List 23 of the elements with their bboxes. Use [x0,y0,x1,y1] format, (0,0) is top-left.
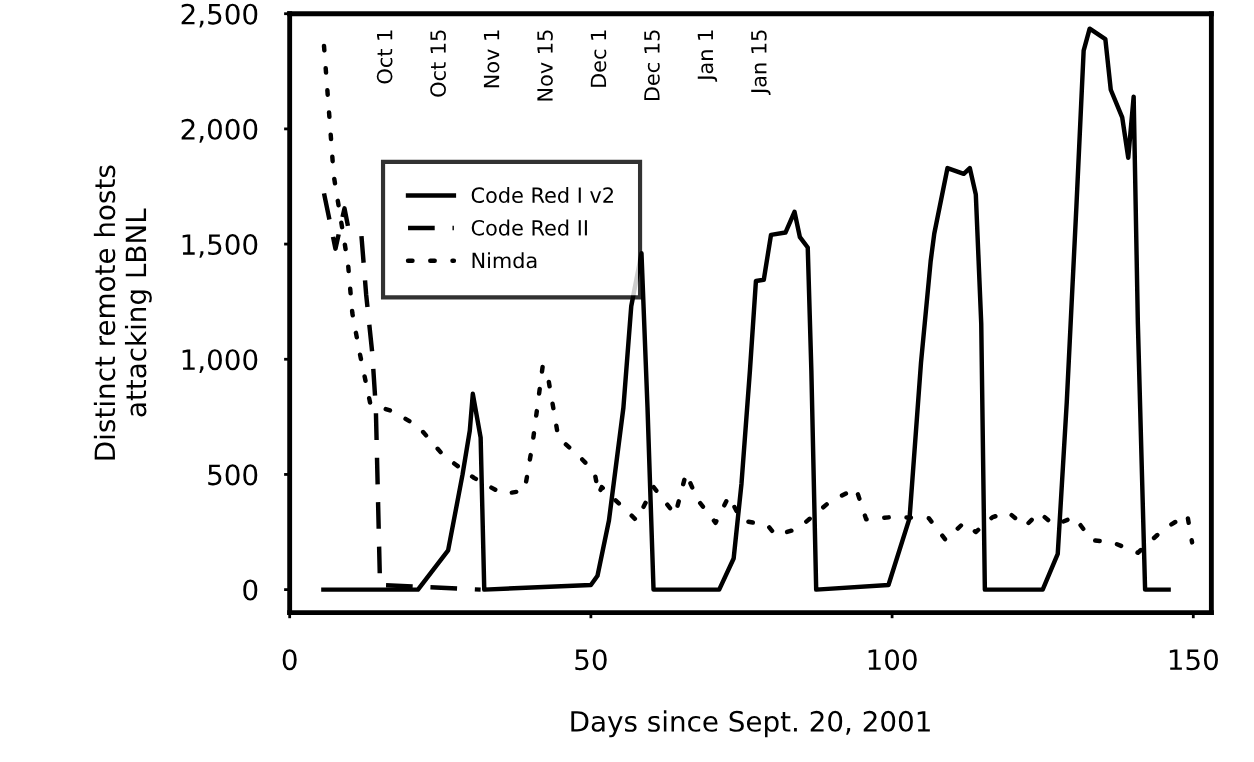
annotation: Jan 1 [697,30,718,82]
y-tick-label: 2,000 [181,118,258,143]
y-tick-label: 500 [208,464,258,486]
annotation: Nov 15 [537,30,553,101]
x-tick-label: 100 [868,649,917,671]
legend-label: Code Red II [471,219,587,236]
y-tick-label: 1,500 [182,234,258,258]
x-tick-label: 150 [1169,649,1218,671]
annotation: Dec 1 [590,30,607,87]
x-tick-label: 0 [282,649,297,671]
y-tick-label: 1,000 [182,349,258,374]
annotation: Nov 1 [483,30,500,88]
y-tick-label: 0 [243,579,258,601]
annotation: Oct 15 [430,30,446,97]
legend-label: Code Red I v2 [471,186,613,204]
legend-label: Nimda [472,252,537,269]
x-axis-title: Days since Sept. 20, 2001 [571,710,930,738]
x-tick-label: 50 [575,649,607,671]
annotation: Jan 15 [751,30,771,96]
annotation: Oct 1 [376,30,393,84]
annotation: Dec 15 [644,30,660,101]
y-tick-label: 2,500 [181,3,258,28]
y-axis-title: Distinct remote hosts attacking LBNL [93,165,152,460]
